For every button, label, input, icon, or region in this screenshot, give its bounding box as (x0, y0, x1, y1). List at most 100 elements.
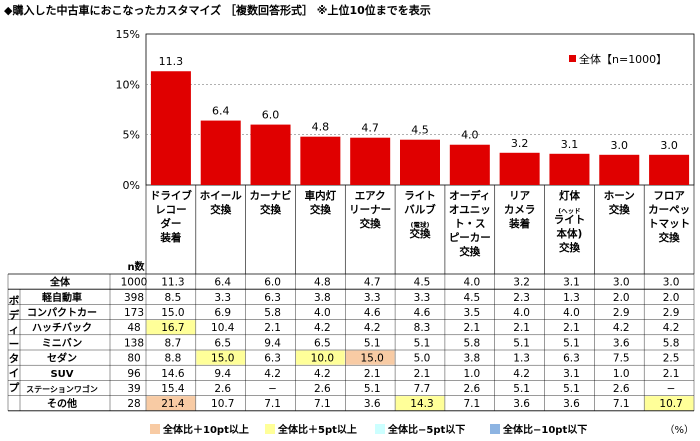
table-cell: 3.6 (563, 398, 580, 410)
table-cell: 16.7 (161, 322, 184, 334)
category-label: ト・ス (454, 218, 486, 230)
category-label: 交換 (659, 231, 680, 244)
side-label-char: タ (9, 353, 20, 365)
bar-value-label: 6.0 (262, 109, 280, 122)
highlight-cell (146, 320, 196, 335)
table-cell: 4.2 (663, 322, 680, 334)
category-label: 交換 (360, 217, 381, 230)
category-label: ライト (554, 214, 586, 226)
bar (200, 120, 241, 185)
table-cell: 3.3 (414, 292, 431, 304)
y-tick-label: 0% (123, 179, 140, 192)
footer-legend-label: 全体比−10pt以下 (502, 423, 587, 436)
category-label: バルブ (404, 203, 436, 216)
bar-value-label: 4.5 (411, 124, 429, 137)
bar-value-label: 4.7 (361, 122, 379, 135)
table-cell: 6.5 (214, 337, 231, 349)
category-label: フロア (653, 190, 685, 202)
category-label: ホーン (604, 190, 635, 202)
category-label: 交換 (310, 203, 331, 216)
row-n: 28 (127, 398, 140, 410)
bar (549, 153, 590, 185)
table-cell: 3.5 (463, 307, 480, 319)
row-label: ステーションワゴン (26, 384, 98, 394)
bar (499, 152, 540, 185)
category-label: 交換 (459, 245, 480, 258)
table-cell: 4.8 (314, 277, 331, 289)
table-cell: 2.1 (463, 322, 480, 334)
table-cell: 7.1 (314, 398, 331, 410)
table-cell: 2.6 (214, 383, 231, 395)
footer-legend-swatch (375, 424, 385, 434)
table-cell: 4.6 (364, 307, 381, 319)
highlight-cell (345, 350, 395, 365)
table-cell: 6.9 (214, 307, 231, 319)
table-cell: 4.0 (463, 277, 480, 289)
table-cell: 11.3 (161, 277, 184, 289)
table-cell: 5.8 (264, 307, 281, 319)
category-label: 装着 (159, 231, 181, 244)
table-cell: 5.1 (364, 383, 381, 395)
category-label: 本体) (557, 227, 583, 240)
y-tick-label: 10% (116, 78, 140, 91)
footer-legend-label: 全体比＋10pt以上 (162, 423, 249, 436)
table-cell: 4.0 (314, 307, 331, 319)
table-cell: 1.0 (613, 368, 630, 380)
highlight-cell (295, 350, 345, 365)
footer: 全体比＋10pt以上 全体比＋5pt以上 全体比−5pt以下 全体比−10pt以下 （%… (150, 423, 694, 436)
category-label: ダー (160, 217, 181, 230)
table-cell: 7.7 (414, 383, 431, 395)
plot-area: 15% 10% 5% 0% 11.3 6.4 6.0 4.8 4.7 4.5 4.0 3.2 3.1 3.… (116, 28, 695, 274)
category-label: 交換 (559, 241, 580, 254)
side-label-char: プ (9, 381, 20, 394)
row-label: コンパクトカー (27, 307, 97, 319)
bar (300, 136, 341, 185)
table-cell: 5.1 (513, 383, 530, 395)
category-label: (電球) (411, 220, 430, 229)
category-label: ホイール (200, 190, 242, 202)
bar (150, 71, 191, 185)
footer-legend-swatch (490, 424, 500, 434)
row-n: 48 (127, 322, 140, 334)
row-n: 39 (127, 383, 140, 395)
bar-value-label: 4.0 (461, 129, 479, 142)
table-cell: 6.5 (314, 337, 331, 349)
category-label: オユニッ (449, 204, 491, 216)
table-cell: 6.4 (214, 277, 231, 289)
row-n: 173 (124, 307, 144, 319)
category-label: オーディ (449, 189, 490, 202)
table-cell: 4.2 (314, 368, 331, 380)
category-label: カーペッ (648, 204, 690, 216)
table-cell: 6.3 (264, 292, 281, 304)
table-cell: 3.1 (563, 277, 580, 289)
table-cell: 8.7 (165, 337, 182, 349)
row-label: 軽自動車 (42, 291, 82, 304)
table-cell: 4.6 (414, 307, 431, 319)
table-cell: 2.6 (463, 383, 480, 395)
table-cell: 2.5 (663, 353, 680, 365)
table-cell: 3.8 (463, 353, 480, 365)
row-n: 80 (127, 353, 140, 365)
table-cell: 10.0 (311, 353, 334, 365)
row-n: 138 (124, 337, 144, 349)
table-cell: 15.0 (211, 353, 234, 365)
table-cell: 2.1 (663, 368, 680, 380)
footer-legend-swatch (150, 424, 160, 434)
table-cell: 1.3 (513, 353, 530, 365)
bar (599, 154, 640, 185)
table-cell: 8.5 (165, 292, 182, 304)
highlight-cell (146, 396, 196, 411)
side-label-char: ィ (9, 324, 20, 336)
table-cell: 2.1 (563, 322, 580, 334)
category-label: カーナビ (250, 189, 292, 202)
bar-value-label: 6.4 (212, 105, 230, 118)
bar-value-label: 3.2 (511, 137, 529, 150)
side-label-char: ー (9, 339, 20, 351)
table-cell: 15.0 (360, 353, 383, 365)
table-cell: 1.0 (463, 368, 480, 380)
table-cell: 5.1 (513, 337, 530, 349)
footer-legend-swatch (265, 424, 275, 434)
category-label: 交換 (260, 203, 281, 216)
